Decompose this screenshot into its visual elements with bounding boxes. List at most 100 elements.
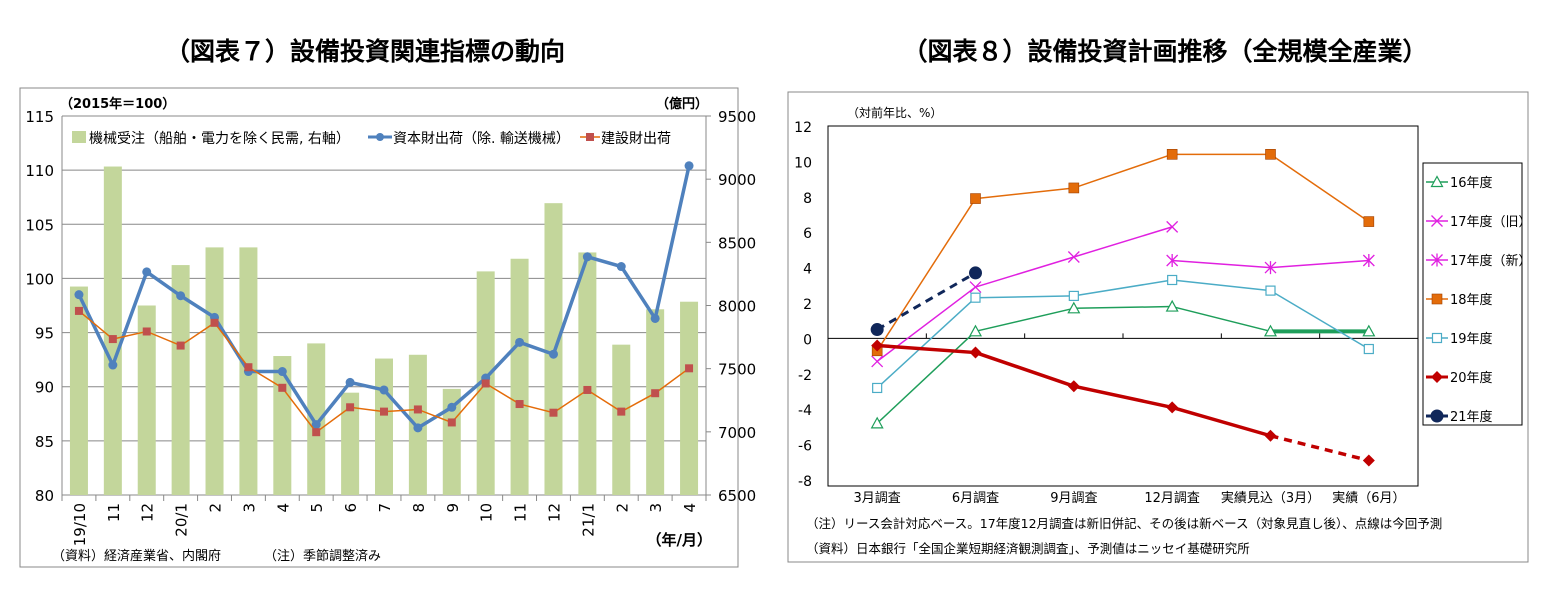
y-right-tick-label: 9000	[718, 171, 756, 189]
line-segment-series-5	[974, 350, 1075, 388]
point-construction-goods	[210, 318, 219, 327]
x-tick-label: 4	[274, 503, 292, 513]
legend-label: 20年度	[1450, 370, 1493, 386]
line-segment-series-0	[1171, 305, 1271, 333]
point-series-4	[1167, 274, 1178, 286]
point-series-3	[1363, 216, 1375, 227]
chart8-title: （図表８）設備投資計画推移（全規模全産業）	[902, 37, 1427, 66]
x-tick-label: 4	[681, 503, 699, 513]
y-left-tick-label: 100	[25, 270, 54, 288]
bar-machinery-orders	[205, 247, 224, 495]
point-capital-goods	[582, 252, 592, 262]
point-series-0	[1067, 301, 1081, 314]
y-left-tick-label: 85	[35, 433, 54, 451]
point-capital-goods	[176, 291, 186, 301]
point-series-5	[1166, 401, 1179, 414]
x-tick-label: 12	[545, 503, 563, 522]
y-left-tick-label: 105	[25, 216, 54, 234]
line-segment-series-3	[975, 187, 1074, 200]
point-series-0	[1165, 299, 1179, 312]
point-series-0	[968, 324, 983, 337]
point-construction-goods	[346, 403, 355, 412]
y-left-tick-label: 115	[25, 108, 54, 126]
bar-machinery-orders	[680, 301, 699, 495]
point-series-2	[1264, 261, 1277, 275]
y-tick-label: 0	[803, 332, 812, 348]
point-construction-goods	[142, 327, 151, 336]
y-left-tick-label: 80	[35, 487, 54, 505]
bar-machinery-orders	[510, 258, 529, 495]
line-segment-series-5	[1073, 384, 1173, 410]
point-series-4	[1265, 285, 1276, 296]
y-right-tick-label: 8000	[718, 298, 756, 316]
point-capital-goods	[345, 377, 355, 387]
legend-label: 18年度	[1450, 292, 1493, 308]
point-capital-goods	[515, 337, 525, 347]
x-tick-label: 12月調査	[1144, 491, 1200, 506]
line-segment-series-1	[975, 256, 1075, 288]
point-construction-goods	[447, 418, 456, 427]
line-segment-series-4	[1172, 279, 1271, 292]
point-series-5	[871, 339, 884, 352]
y-tick-label: -6	[798, 439, 812, 455]
legend-marker	[1430, 409, 1444, 423]
y-left-tick-label: 95	[35, 325, 54, 343]
y-tick-label: 12	[794, 120, 812, 136]
point-capital-goods	[616, 262, 626, 272]
x-tick-label: 8	[410, 503, 428, 513]
y-left-axis-label: （2015年＝100）	[60, 96, 175, 112]
y-tick-label: 10	[794, 155, 812, 171]
bar-machinery-orders	[171, 265, 190, 495]
y-tick-label: -8	[798, 474, 812, 490]
bar-machinery-orders	[103, 166, 122, 496]
source-note: （資料）日本銀行「全国企業短期経済観測調査」、予測値はニッセイ基礎研究所	[806, 541, 1250, 556]
line-segment-series-5	[1171, 405, 1271, 438]
note: （注）リース会計対応ベース。17年度12月調査は新旧併記、その後は新ベース（対象…	[806, 516, 1442, 531]
point-construction-goods	[617, 407, 626, 416]
point-construction-goods	[108, 335, 117, 344]
source-note: （資料）経済産業省、内閣府	[52, 548, 221, 564]
point-construction-goods	[651, 389, 660, 398]
point-series-5	[969, 346, 982, 359]
line-segment-series-0	[1073, 305, 1173, 310]
point-series-1	[1166, 220, 1179, 233]
bar-machinery-orders	[612, 344, 631, 495]
x-tick-label: 実績（6月）	[1332, 490, 1405, 506]
line-segment-series-4	[975, 295, 1074, 299]
chart7-title: （図表７）設備投資関連指標の動向	[165, 37, 565, 66]
bar-machinery-orders	[307, 343, 326, 495]
point-series-4	[970, 292, 981, 303]
legend-label: 17年度（旧）	[1450, 214, 1532, 230]
point-construction-goods	[515, 400, 524, 409]
point-series-5	[1362, 454, 1375, 467]
legend-marker	[1431, 371, 1443, 383]
point-construction-goods	[413, 405, 422, 414]
x-tick-label: 9	[444, 503, 462, 513]
point-capital-goods	[650, 313, 660, 323]
point-capital-goods	[379, 385, 389, 395]
x-tick-label: 5	[308, 503, 326, 513]
y-tick-label: -2	[798, 368, 812, 384]
line-segment-series-0	[876, 330, 977, 424]
point-series-3	[1166, 149, 1178, 160]
point-series-1	[1067, 251, 1080, 263]
legend-marker	[1431, 215, 1443, 227]
x-axis-label: （年/月）	[647, 531, 712, 549]
y-right-tick-label: 8500	[718, 234, 756, 252]
line-segment-series-0	[975, 307, 1075, 333]
bar-machinery-orders	[69, 286, 88, 495]
y-right-axis-label: （億円）	[656, 96, 708, 112]
point-construction-goods	[176, 341, 185, 350]
x-tick-label: 12	[139, 503, 157, 522]
line-segment-series-5	[877, 343, 976, 355]
bar-machinery-orders	[375, 358, 393, 495]
point-capital-goods	[413, 423, 423, 433]
point-series-3	[1265, 149, 1276, 160]
legend-label-construction: 建設財出荷	[601, 131, 671, 147]
x-tick-label: 3	[240, 503, 258, 513]
x-tick-label: 3	[647, 503, 665, 513]
legend-label-capital: 資本財出荷（除. 輸送機械）	[393, 131, 570, 147]
point-construction-goods	[278, 383, 287, 392]
line-segment-series-4	[1270, 289, 1370, 350]
y-right-tick-label: 7500	[718, 361, 756, 379]
